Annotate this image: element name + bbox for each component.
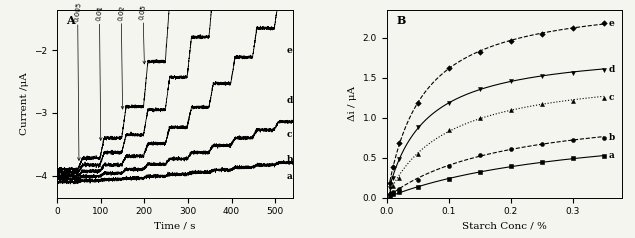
Point [394,190,404,194]
Point [388,176,398,179]
Point [537,74,547,78]
Text: c: c [609,93,614,102]
Point [537,160,547,164]
Text: 0.2: 0.2 [0,237,1,238]
Text: 0.02: 0.02 [117,5,125,109]
Text: b: b [609,133,615,142]
Point [568,156,578,160]
Point [599,154,609,158]
Y-axis label: Current /μA: Current /μA [20,72,29,135]
Text: 0.005: 0.005 [73,1,82,160]
Text: 0.05: 0.05 [139,4,147,64]
Text: d: d [609,65,615,74]
Point [413,152,423,155]
Text: e: e [609,19,615,28]
Text: a: a [287,172,293,181]
Point [444,164,454,168]
Point [475,170,485,174]
Point [505,108,516,111]
Point [599,136,609,139]
X-axis label: Starch Conc / %: Starch Conc / % [462,222,547,231]
Point [568,138,578,142]
Point [537,142,547,146]
Point [385,194,395,198]
Point [475,50,485,54]
Point [394,141,404,145]
Text: 0.01: 0.01 [95,5,104,140]
Point [568,26,578,30]
Point [505,79,516,83]
Point [475,153,485,157]
Text: d: d [287,96,293,105]
Text: e: e [287,46,293,55]
Text: 0.35: 0.35 [0,237,1,238]
Point [505,39,516,43]
Point [385,186,395,190]
Point [388,190,398,194]
Point [413,101,423,105]
Point [475,87,485,91]
Point [388,184,398,188]
Point [537,32,547,35]
Point [394,176,404,179]
Point [444,128,454,131]
Point [444,66,454,70]
Y-axis label: Δi / μA: Δi / μA [348,86,357,121]
Point [568,71,578,75]
Point [388,193,398,196]
X-axis label: Time / s: Time / s [154,222,196,231]
Text: b: b [287,155,293,164]
Point [413,125,423,129]
Text: B: B [396,15,406,26]
Point [444,101,454,105]
Text: 0.25: 0.25 [0,237,1,238]
Point [475,116,485,119]
Point [413,185,423,189]
Point [568,99,578,103]
Text: a: a [609,151,615,160]
Point [444,177,454,181]
Point [505,147,516,151]
Text: 0.3: 0.3 [0,237,1,238]
Text: c: c [287,130,293,139]
Point [599,21,609,25]
Point [385,181,395,185]
Point [385,190,395,194]
Point [505,164,516,168]
Point [537,102,547,106]
Point [599,96,609,99]
Point [599,68,609,71]
Point [385,193,395,196]
Text: 0.1: 0.1 [0,237,1,238]
Point [413,178,423,182]
Point [394,187,404,191]
Text: A: A [67,15,75,26]
Text: 0.15: 0.15 [0,237,1,238]
Point [394,157,404,161]
Point [388,165,398,169]
